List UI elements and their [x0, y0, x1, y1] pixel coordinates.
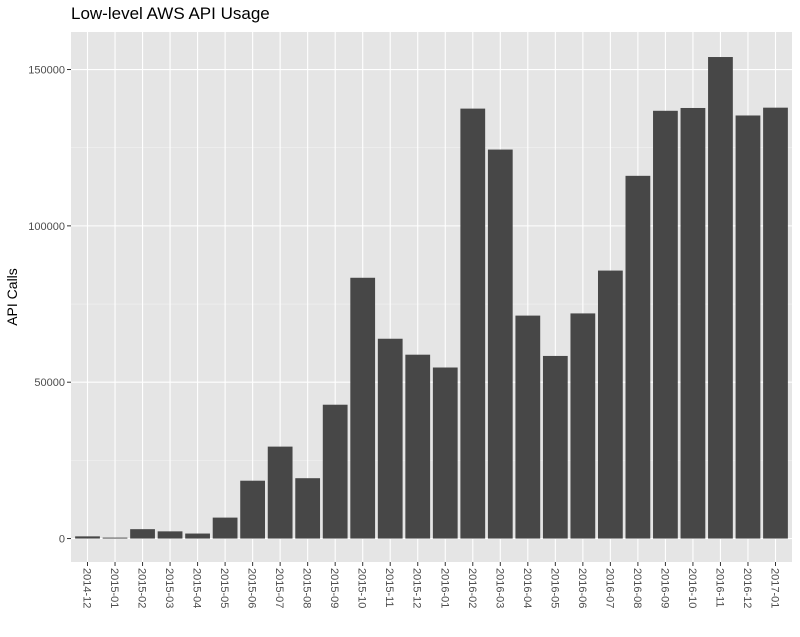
x-tick-label: 2016-01	[438, 568, 450, 608]
x-tick-label: 2015-09	[328, 568, 340, 608]
bar	[75, 536, 100, 539]
y-tick-label: 100000	[28, 221, 65, 233]
x-tick-label: 2016-10	[686, 568, 698, 608]
x-tick-label: 2016-11	[713, 568, 725, 608]
bar	[432, 367, 458, 539]
bar	[295, 478, 321, 539]
y-axis-label: API Calls	[4, 268, 20, 326]
bar	[185, 533, 210, 539]
x-axis: 2014-12 2015-01 2015-02 2015-03 2015-04 2015-…	[81, 562, 780, 608]
y-tick-label: 0	[59, 534, 65, 546]
bar	[653, 110, 678, 539]
x-tick-label: 2015-06	[246, 568, 258, 608]
y-tick-label: 50000	[34, 377, 65, 389]
bar	[735, 115, 761, 539]
x-tick-label: 2016-06	[576, 568, 588, 608]
bar	[542, 355, 568, 539]
bar	[515, 315, 541, 539]
x-tick-label: 2017-01	[768, 568, 780, 608]
bar	[212, 517, 238, 539]
x-tick-label: 2016-09	[658, 568, 670, 608]
bar	[240, 480, 266, 539]
x-tick-label: 2015-08	[301, 568, 313, 608]
x-tick-label: 2015-02	[136, 568, 148, 608]
bar	[267, 446, 293, 539]
x-tick-label: 2016-08	[631, 568, 643, 608]
x-tick-label: 2015-12	[411, 568, 423, 608]
x-tick-label: 2015-04	[191, 568, 203, 608]
bar	[377, 338, 403, 539]
bar	[680, 107, 706, 539]
x-tick-label: 2016-12	[741, 568, 753, 608]
chart-title: Low-level AWS API Usage	[71, 4, 270, 23]
bar	[322, 404, 348, 539]
y-axis: 0 50000 100000 150000	[28, 65, 71, 546]
x-tick-label: 2016-07	[603, 568, 615, 608]
x-tick-label: 2015-07	[273, 568, 285, 608]
y-tick-label: 150000	[28, 65, 65, 77]
bars	[75, 57, 788, 539]
bar	[625, 175, 651, 539]
bar	[460, 108, 486, 539]
bar	[708, 57, 733, 539]
bar	[597, 270, 623, 539]
x-tick-label: 2015-01	[108, 568, 120, 608]
bar	[570, 313, 596, 539]
x-tick-label: 2016-03	[493, 568, 505, 608]
x-tick-label: 2014-12	[81, 568, 93, 608]
x-tick-label: 2016-05	[548, 568, 560, 608]
bar	[405, 354, 431, 539]
bar	[350, 277, 376, 539]
bar	[130, 529, 155, 539]
x-tick-label: 2015-03	[163, 568, 175, 608]
bar	[102, 537, 128, 539]
x-tick-label: 2015-11	[383, 568, 395, 608]
bar	[157, 531, 183, 539]
x-tick-label: 2016-04	[521, 568, 533, 608]
x-tick-label: 2015-05	[218, 568, 230, 608]
x-tick-label: 2015-10	[356, 568, 368, 608]
bar	[487, 149, 513, 539]
bar	[763, 107, 788, 539]
x-tick-label: 2016-02	[466, 568, 478, 608]
